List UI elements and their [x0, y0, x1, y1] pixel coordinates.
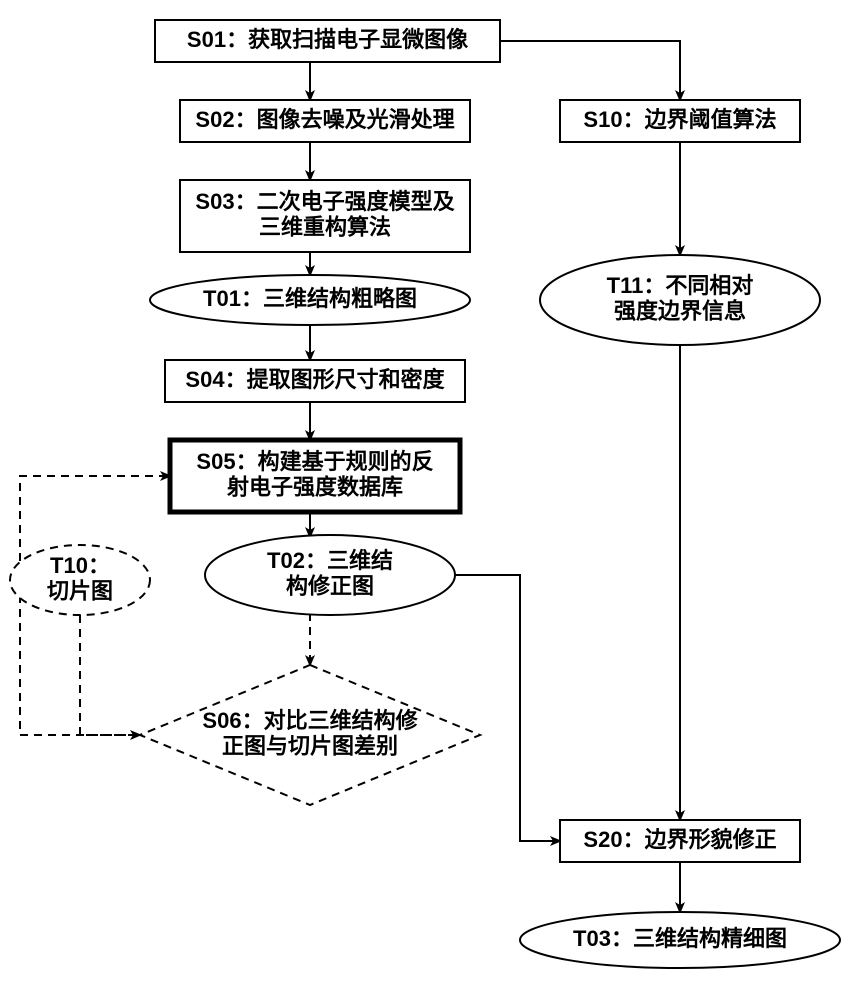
- svg-text:S20：边界形貌修正: S20：边界形貌修正: [583, 827, 776, 852]
- edge-t02-s20: [455, 575, 560, 841]
- svg-text:强度边界信息: 强度边界信息: [614, 298, 746, 323]
- svg-text:切片图: 切片图: [47, 578, 113, 603]
- svg-text:T02：三维结: T02：三维结: [267, 548, 393, 573]
- svg-text:S03：二次电子强度模型及: S03：二次电子强度模型及: [195, 189, 455, 214]
- node-s20: S20：边界形貌修正: [560, 820, 800, 862]
- svg-text:三维重构算法: 三维重构算法: [259, 214, 391, 239]
- node-s04: S04：提取图形尺寸和密度: [165, 360, 465, 402]
- svg-text:S06：对比三维结构修: S06：对比三维结构修: [202, 708, 418, 733]
- svg-text:T03：三维结构精细图: T03：三维结构精细图: [573, 926, 787, 951]
- edge-s01-s10: [500, 41, 680, 100]
- svg-text:T10：: T10：: [50, 553, 110, 578]
- svg-text:正图与切片图差别: 正图与切片图差别: [222, 733, 398, 758]
- node-s10: S10：边界阈值算法: [560, 100, 800, 142]
- node-s06: S06：对比三维结构修正图与切片图差别: [140, 665, 480, 805]
- node-s02: S02：图像去噪及光滑处理: [180, 100, 470, 142]
- svg-text:T01：三维结构粗略图: T01：三维结构粗略图: [203, 286, 417, 311]
- svg-text:S01：获取扫描电子显微图像: S01：获取扫描电子显微图像: [187, 27, 469, 52]
- node-s03: S03：二次电子强度模型及三维重构算法: [180, 180, 470, 252]
- node-s05: S05：构建基于规则的反射电子强度数据库: [170, 440, 460, 512]
- node-t10: T10：切片图: [10, 545, 150, 615]
- node-t02: T02：三维结构修正图: [205, 535, 455, 615]
- svg-text:S10：边界阈值算法: S10：边界阈值算法: [583, 107, 776, 132]
- svg-text:射电子强度数据库: 射电子强度数据库: [226, 474, 403, 499]
- node-t11: T11：不同相对强度边界信息: [540, 255, 820, 345]
- node-t01: T01：三维结构粗略图: [150, 275, 470, 325]
- node-s01: S01：获取扫描电子显微图像: [155, 20, 500, 62]
- svg-text:S04：提取图形尺寸和密度: S04：提取图形尺寸和密度: [185, 367, 445, 392]
- svg-text:T11：不同相对: T11：不同相对: [607, 273, 754, 298]
- nodes-layer: S01：获取扫描电子显微图像 S02：图像去噪及光滑处理 S03：二次电子强度模型及…: [10, 20, 840, 968]
- svg-text:S02：图像去噪及光滑处理: S02：图像去噪及光滑处理: [195, 107, 454, 132]
- edge-t10-s06: [80, 615, 140, 735]
- svg-text:构修正图: 构修正图: [286, 573, 374, 598]
- svg-text:S05：构建基于规则的反: S05：构建基于规则的反: [196, 449, 433, 474]
- node-t03: T03：三维结构精细图: [520, 912, 840, 968]
